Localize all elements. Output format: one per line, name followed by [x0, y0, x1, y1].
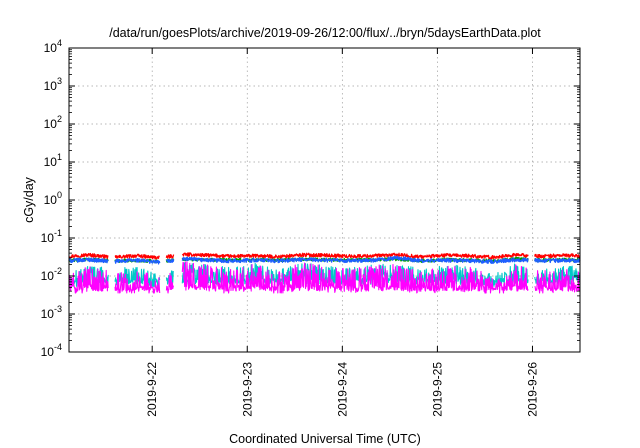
y-tick-label: 10-2 — [41, 266, 62, 283]
x-tick-label: 2019-9-25 — [430, 362, 444, 417]
y-tick-label: 100 — [44, 190, 62, 207]
x-axis: 2019-9-22 2019-9-23 2019-9-24 2019-9-25 2019… — [145, 48, 539, 417]
series-line — [68, 252, 581, 260]
y-tick-label: 102 — [44, 114, 62, 131]
x-tick-label: 2019-9-26 — [525, 362, 539, 417]
x-tick-label: 2019-9-24 — [335, 362, 349, 417]
y-tick-label: 10-4 — [41, 342, 62, 359]
x-tick-label: 2019-9-23 — [240, 362, 254, 417]
x-axis-label: Coordinated Universal Time (UTC) — [229, 432, 421, 446]
series-line — [68, 261, 581, 294]
y-tick-label: 103 — [44, 76, 62, 93]
x-tick-label: 2019-9-22 — [145, 362, 159, 417]
y-tick-label: 104 — [44, 38, 62, 55]
series-layer — [68, 252, 581, 294]
grid — [69, 48, 580, 352]
y-axis-label: cGy/day — [22, 176, 36, 223]
y-tick-label: 10-3 — [41, 304, 62, 321]
chart-title: /data/run/goesPlots/archive/2019-09-26/1… — [109, 26, 541, 40]
y-tick-label: 101 — [44, 152, 62, 169]
y-axis: 10-4 10-3 10-2 10-1 100 101 102 103 104 — [41, 38, 580, 359]
series-line — [68, 255, 581, 265]
y-tick-label: 10-1 — [41, 228, 62, 245]
